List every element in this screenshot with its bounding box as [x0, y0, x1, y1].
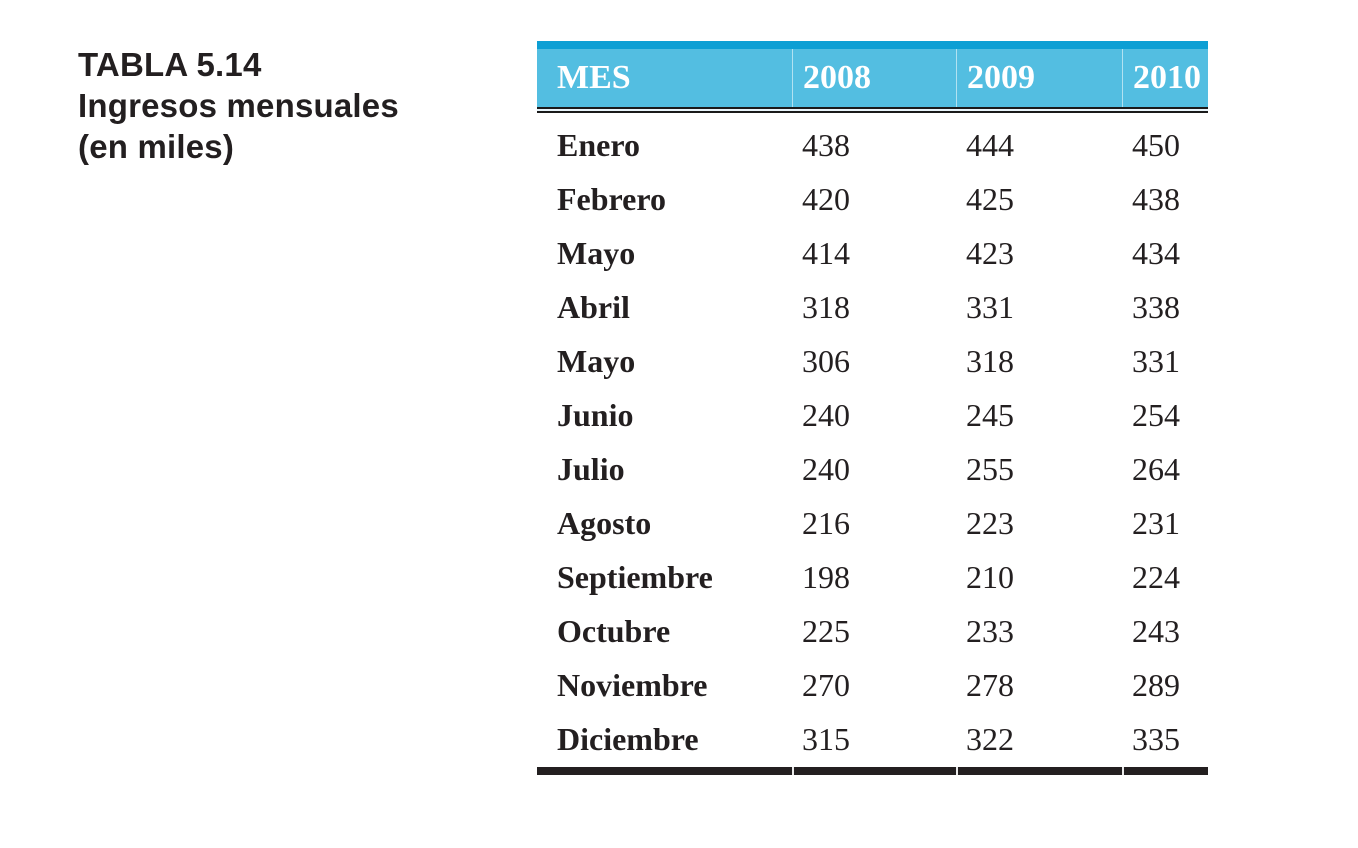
table-row: Febrero 420 425 438	[537, 172, 1208, 226]
value-cell-2008: 225	[802, 613, 850, 650]
month-cell: Noviembre	[557, 667, 708, 704]
value-cell-2008: 420	[802, 180, 850, 217]
value-cell-2009: 425	[966, 180, 1014, 217]
value-cell-2009: 318	[966, 342, 1014, 379]
table-row: Septiembre 198 210 224	[537, 551, 1208, 605]
value-cell-2009: 255	[966, 451, 1014, 487]
month-cell: Abril	[557, 288, 630, 325]
value-cell-2008: 438	[802, 126, 850, 163]
month-cell: Enero	[557, 126, 640, 163]
monthly-revenue-table: MES 2008 2009 2010 Enero 438 444 450 Febrero…	[537, 41, 1208, 775]
value-cell-2009: 233	[966, 613, 1014, 650]
value-cell-2008: 315	[802, 721, 850, 758]
value-cell-2009: 223	[966, 505, 1014, 542]
value-cell-2010: 264	[1132, 451, 1180, 487]
value-cell-2010: 434	[1132, 234, 1180, 271]
value-cell-2009: 278	[966, 667, 1014, 704]
value-cell-2008: 198	[802, 559, 850, 596]
header-cell-2008: 2008	[792, 41, 956, 107]
header-top-stripe	[537, 41, 1208, 49]
table-body: Enero 438 444 450 Febrero 420 425 438 Mayo 414 423…	[537, 113, 1208, 767]
table-row: Octubre 225 233 243	[537, 605, 1208, 659]
value-cell-2010: 243	[1132, 613, 1180, 650]
month-cell: Septiembre	[557, 559, 713, 596]
value-cell-2010: 231	[1132, 505, 1180, 542]
bottom-rule-segment	[956, 767, 1122, 775]
value-cell-2009: 331	[966, 288, 1014, 325]
value-cell-2008: 270	[802, 667, 850, 704]
table-row: Noviembre 270 278 289	[537, 659, 1208, 713]
bottom-rule-segment	[1122, 767, 1208, 775]
value-cell-2010: 338	[1132, 288, 1180, 325]
header-separator-rule	[537, 107, 1208, 113]
value-cell-2010: 331	[1132, 342, 1180, 379]
table-bottom-rule	[537, 767, 1208, 775]
month-cell: Junio	[557, 396, 634, 433]
table-row: Diciembre 315 322 335	[537, 713, 1208, 767]
table-row: Mayo 306 318 331	[537, 334, 1208, 388]
value-cell-2010: 289	[1132, 667, 1180, 704]
value-cell-2008: 306	[802, 342, 850, 379]
table-row: Abril 318 331 338	[537, 280, 1208, 334]
value-cell-2010: 224	[1132, 559, 1180, 596]
value-cell-2009: 444	[966, 126, 1014, 163]
month-cell: Febrero	[557, 180, 666, 217]
value-cell-2009: 245	[966, 396, 1014, 433]
table-row: Junio 240 245 254	[537, 388, 1208, 442]
month-cell: Mayo	[557, 342, 636, 379]
month-cell: Diciembre	[557, 721, 699, 758]
value-cell-2008: 240	[802, 396, 850, 433]
month-cell: Julio	[557, 451, 625, 487]
value-cell-2008: 240	[802, 451, 850, 487]
value-cell-2008: 216	[802, 505, 850, 542]
bottom-rule-segment	[537, 767, 792, 775]
table-row: Agosto 216 223 231	[537, 497, 1208, 551]
table-caption-subtitle-line1: Ingresos mensuales	[78, 87, 399, 124]
header-cell-2009: 2009	[956, 41, 1122, 107]
value-cell-2010: 254	[1132, 396, 1180, 433]
table-row: Enero 438 444 450	[537, 118, 1208, 172]
value-cell-2009: 322	[966, 721, 1014, 758]
month-cell: Mayo	[557, 234, 636, 271]
value-cell-2009: 423	[966, 234, 1014, 271]
header-cell-2010: 2010	[1122, 41, 1208, 107]
value-cell-2010: 438	[1132, 180, 1180, 217]
bottom-rule-segment	[792, 767, 956, 775]
value-cell-2010: 450	[1132, 126, 1180, 163]
value-cell-2008: 414	[802, 234, 850, 271]
month-cell: Agosto	[557, 505, 652, 542]
table-row: Julio 240 255 264	[537, 442, 1208, 496]
table-header-row: MES 2008 2009 2010	[537, 41, 1208, 107]
table-caption-subtitle-line2: (en miles)	[78, 128, 235, 165]
table-row: Mayo 414 423 434	[537, 226, 1208, 280]
value-cell-2008: 318	[802, 288, 850, 325]
table-caption: TABLA 5.14 Ingresos mensuales (en miles)	[78, 44, 399, 167]
table-caption-label: TABLA 5.14	[78, 46, 262, 83]
month-cell: Octubre	[557, 613, 671, 650]
value-cell-2009: 210	[966, 559, 1014, 596]
value-cell-2010: 335	[1132, 721, 1180, 758]
header-cell-mes: MES	[557, 59, 631, 96]
